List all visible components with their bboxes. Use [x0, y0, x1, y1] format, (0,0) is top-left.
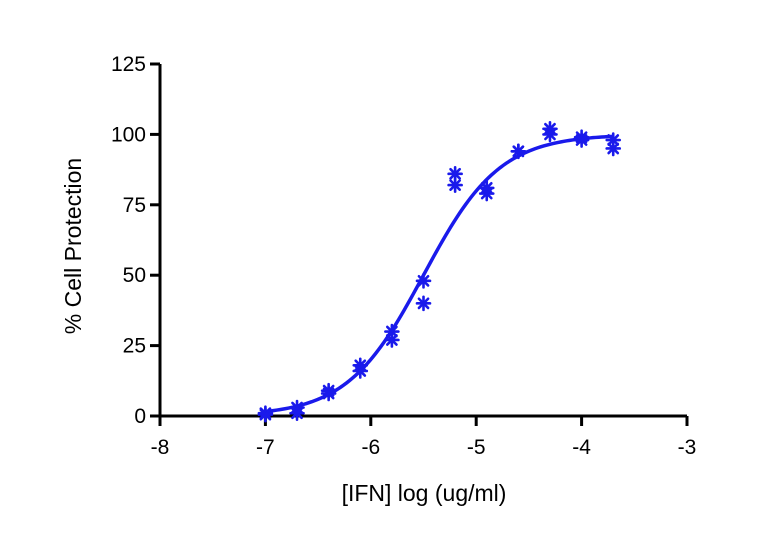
- x-tick-label: -4: [572, 436, 591, 459]
- data-point: [478, 185, 495, 202]
- data-point: [320, 385, 337, 402]
- data-point: [384, 323, 400, 340]
- y-tick-label: 75: [123, 194, 146, 217]
- y-axis-title: % Cell Protection: [60, 158, 86, 334]
- data-point: [415, 295, 432, 312]
- data-point: [289, 405, 305, 421]
- data-point: [573, 132, 590, 148]
- data-point: [415, 273, 432, 289]
- y-tick-label: 25: [123, 335, 146, 358]
- data-point: [447, 177, 463, 193]
- x-tick-label: -6: [361, 436, 380, 459]
- x-tick-label: -5: [467, 436, 486, 459]
- data-point: [605, 140, 622, 157]
- fit-curve: [265, 134, 614, 414]
- y-tick-label: 50: [123, 264, 146, 287]
- x-tick-label: -7: [256, 436, 275, 459]
- x-tick-label: -3: [678, 436, 697, 459]
- y-axis-ticks: 0 25 50 75 100 125: [111, 53, 160, 428]
- data-point: [510, 143, 527, 160]
- y-tick-label: 125: [111, 53, 146, 76]
- data-point: [352, 363, 369, 379]
- y-tick-label: 0: [134, 405, 146, 428]
- data-point: [384, 332, 400, 348]
- y-tick-label: 100: [111, 123, 146, 146]
- data-points: [257, 120, 622, 423]
- axes: [158, 64, 687, 418]
- x-axis-ticks: -8 -7 -6 -5 -4 -3: [151, 416, 697, 459]
- x-axis-title: [IFN] log (ug/ml): [342, 480, 507, 506]
- data-point: [542, 126, 558, 143]
- data-point: [257, 406, 274, 423]
- x-tick-label: -8: [151, 436, 170, 459]
